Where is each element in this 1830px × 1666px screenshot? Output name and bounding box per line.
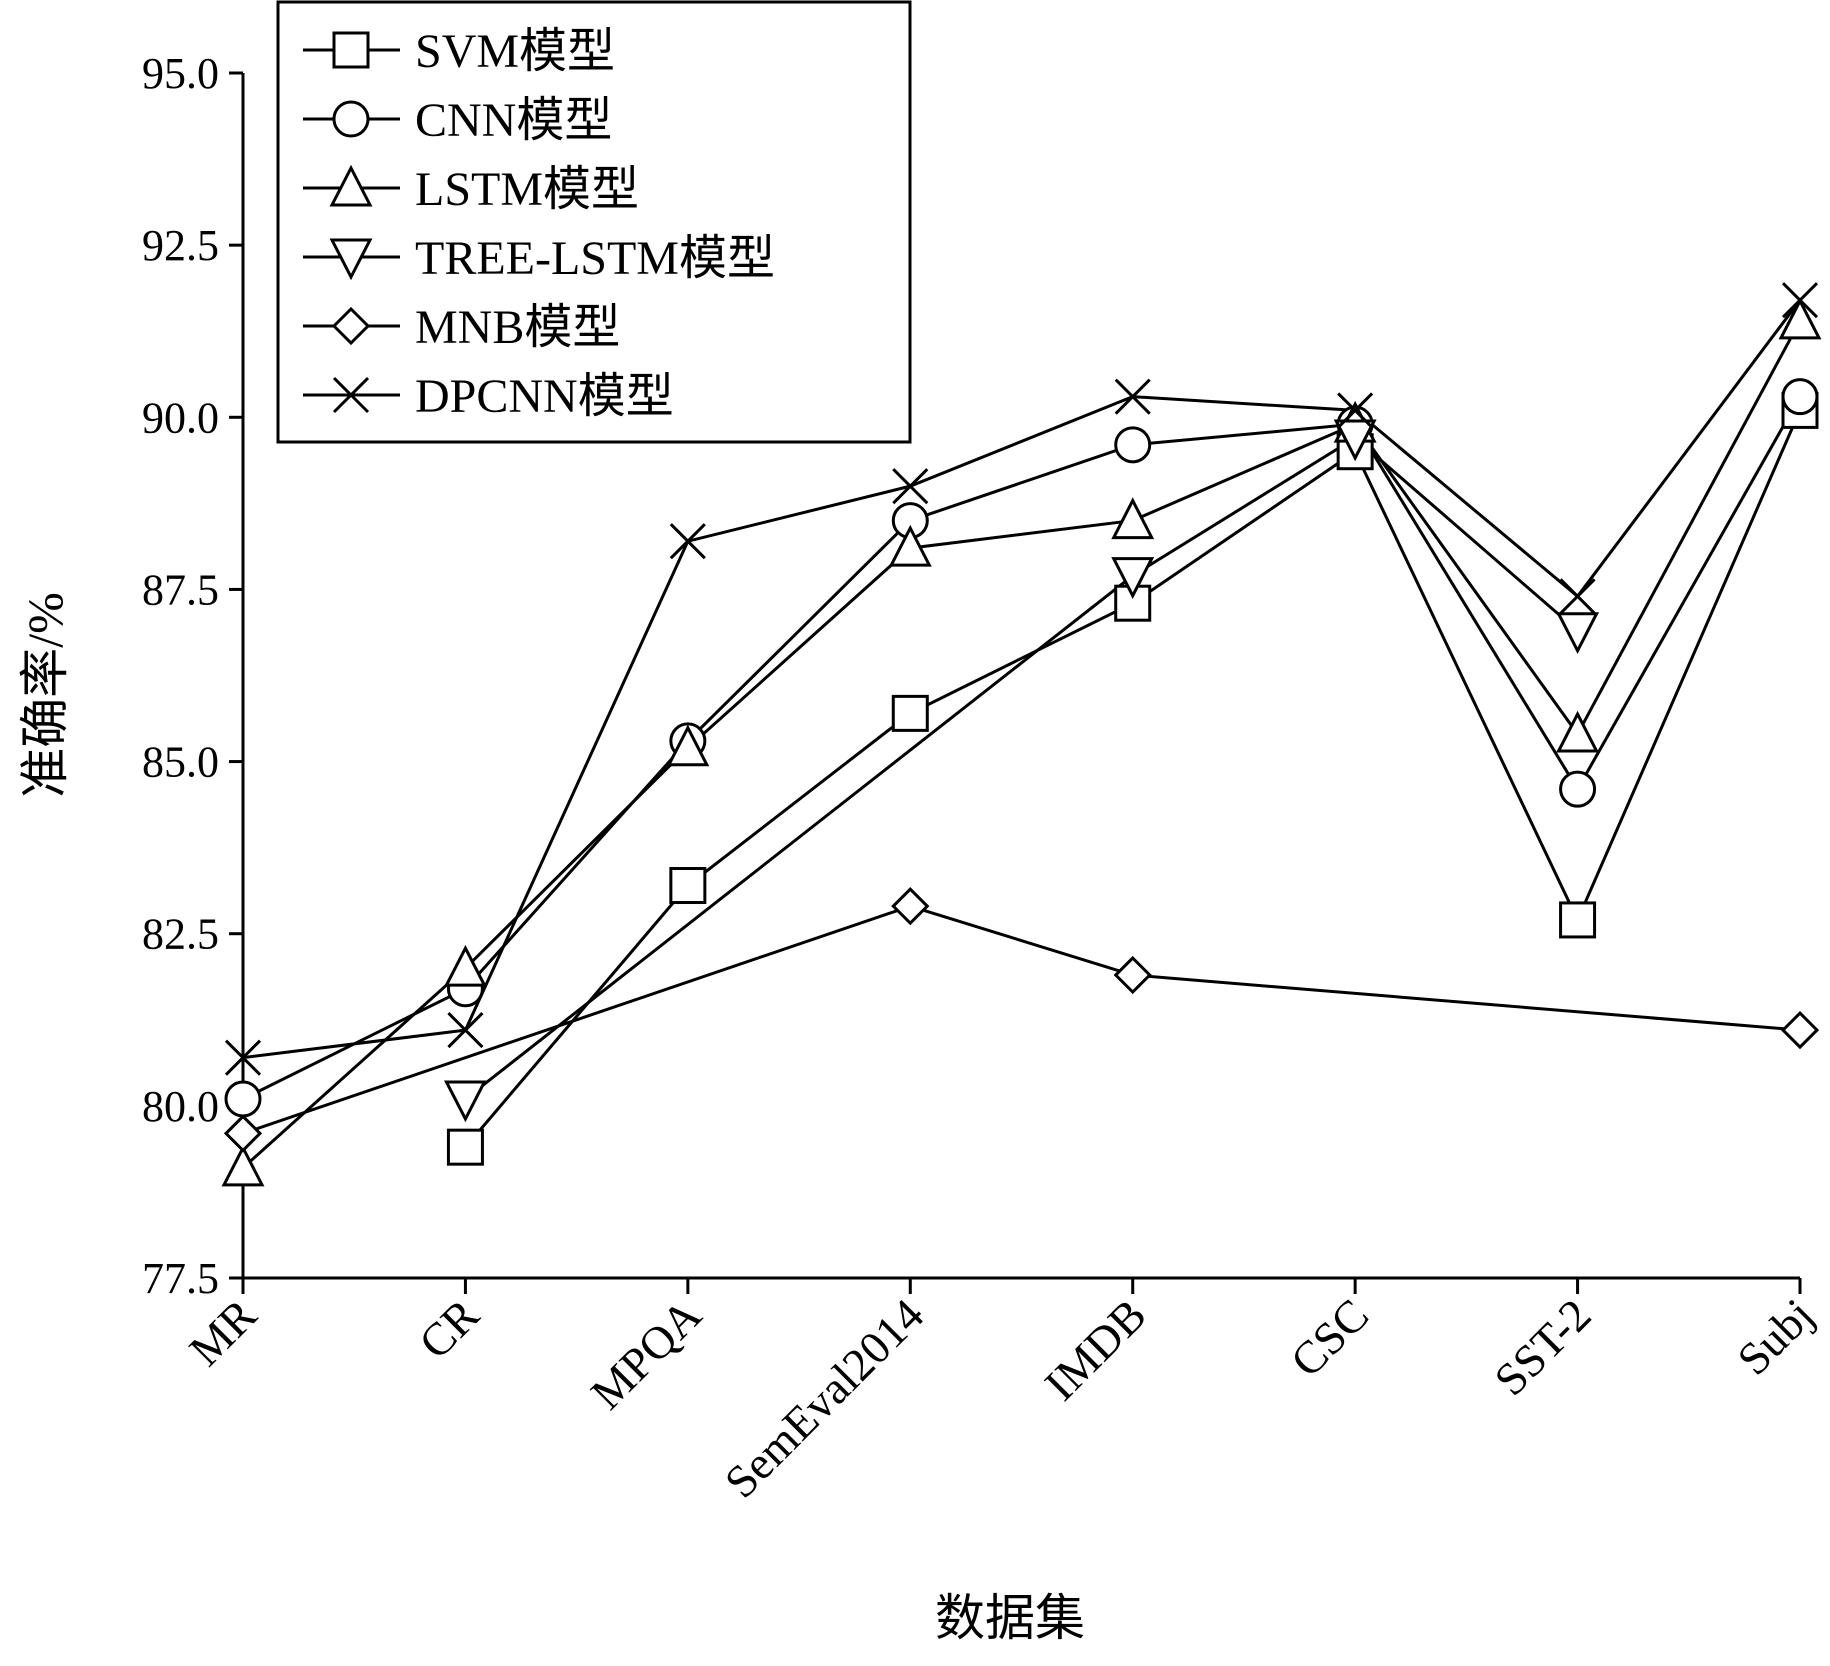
data-point — [892, 468, 929, 505]
legend-marker — [332, 100, 370, 138]
data-point — [221, 1144, 265, 1187]
x-marker-stroke — [669, 523, 706, 560]
legend-label: SVM模型 — [415, 25, 615, 78]
data-point — [1780, 1010, 1820, 1050]
data-point — [891, 887, 930, 926]
y-tick-label: 82.5 — [142, 910, 219, 959]
legend-marker — [332, 31, 370, 69]
y-tick-label: 95.0 — [142, 49, 219, 98]
data-point — [1113, 955, 1152, 995]
series-markers-triangle-down — [443, 419, 1600, 1123]
legend-label: DPCNN模型 — [415, 370, 674, 423]
data-point — [1559, 770, 1597, 808]
x-tick-label: SST-2 — [1484, 1289, 1600, 1405]
data-point — [669, 523, 706, 560]
data-point — [447, 1012, 484, 1049]
data-point — [1781, 378, 1819, 416]
legend-entry: MNB模型 — [303, 301, 620, 354]
legend: SVM模型 CNN模型 LSTM模型 TREE-LSTM模型 MNB模型 DPCNN模型 — [276, 0, 912, 444]
data-point — [1337, 392, 1374, 429]
series-line — [242, 904, 1801, 1135]
data-point — [224, 1080, 262, 1118]
x-marker-stroke — [1781, 282, 1819, 319]
legend-label: LSTM模型 — [415, 163, 639, 216]
series-triangle-down — [464, 436, 1579, 1101]
x-tick-label: CSC — [1281, 1289, 1379, 1387]
x-tick-label: Subj — [1727, 1289, 1823, 1385]
series-layer — [221, 282, 1822, 1187]
x-tick-label: IMDB — [1035, 1289, 1156, 1410]
x-tick-label: SemEval2014 — [715, 1289, 934, 1508]
data-point — [1333, 419, 1377, 462]
legend-marker — [329, 164, 373, 207]
data-point — [443, 944, 487, 987]
data-point — [1778, 297, 1822, 340]
data-point — [1556, 612, 1600, 655]
data-point — [446, 1128, 484, 1166]
x-marker-stroke — [892, 468, 929, 505]
data-point — [888, 524, 932, 567]
legend-entry: LSTM模型 — [303, 163, 639, 216]
series-x — [242, 299, 1802, 1060]
x-tick-label: CR — [409, 1289, 489, 1369]
x-marker-stroke — [447, 1012, 484, 1049]
data-point — [666, 724, 710, 767]
data-point — [224, 1039, 262, 1076]
data-point — [1114, 426, 1152, 464]
data-point — [1556, 710, 1600, 753]
data-point — [1114, 378, 1151, 415]
data-point — [1111, 497, 1155, 540]
legend-entry: CNN模型 — [303, 94, 612, 147]
data-point — [1559, 901, 1597, 939]
x-marker-stroke — [1559, 578, 1596, 615]
legend-label: CNN模型 — [415, 94, 612, 147]
y-tick-label: 85.0 — [142, 738, 219, 787]
x-tick-label: MPQA — [581, 1289, 711, 1419]
x-marker-stroke — [332, 376, 370, 414]
legend-marker — [332, 376, 370, 414]
data-point — [223, 1114, 263, 1153]
y-tick-label: 77.5 — [142, 1254, 219, 1303]
series-line — [464, 436, 1579, 1101]
series-markers-x — [224, 282, 1819, 1076]
data-point — [1559, 578, 1596, 615]
data-point — [1781, 282, 1819, 319]
legend-label: MNB模型 — [415, 301, 620, 354]
series-line — [242, 299, 1802, 1060]
legend-entry: DPCNN模型 — [303, 370, 674, 423]
data-point — [1111, 557, 1155, 599]
series-line — [241, 320, 1802, 1169]
series-markers-diamond — [223, 887, 1820, 1153]
data-point — [891, 694, 929, 732]
legend-entry: TREE-LSTM模型 — [303, 232, 775, 285]
data-point — [669, 867, 707, 905]
y-axis-title: 准确率/% — [17, 592, 73, 798]
y-tick-label: 80.0 — [142, 1082, 219, 1131]
legend-marker — [331, 306, 371, 346]
legend-entry: SVM模型 — [303, 25, 615, 78]
x-axis-title: 数据集 — [935, 1590, 1085, 1646]
legend-marker — [329, 238, 373, 281]
series-triangle-up — [241, 320, 1802, 1169]
legend-box — [276, 0, 912, 444]
x-marker-stroke — [224, 1039, 262, 1076]
x-marker-stroke — [1337, 392, 1374, 429]
series-diamond — [242, 904, 1801, 1135]
data-point — [443, 1080, 487, 1123]
y-tick-label: 92.5 — [142, 221, 219, 270]
y-tick-label: 87.5 — [142, 565, 219, 614]
legend-label: TREE-LSTM模型 — [415, 232, 775, 285]
y-tick-label: 90.0 — [142, 393, 219, 442]
x-marker-stroke — [1114, 378, 1151, 415]
